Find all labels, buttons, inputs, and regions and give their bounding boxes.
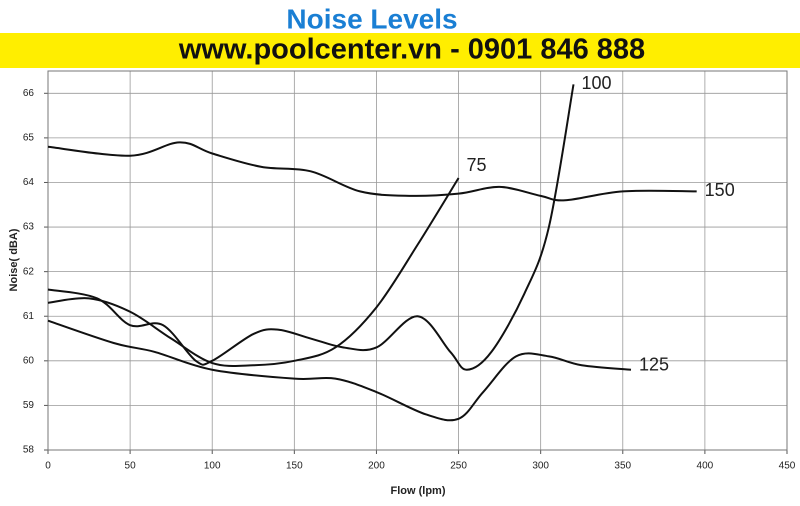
banner-text: www.poolcenter.vn - 0901 846 888 [178, 34, 645, 66]
series-line [47, 84, 575, 371]
y-tick-label: 61 [23, 311, 35, 322]
series-label: 75 [467, 155, 487, 175]
x-tick-label: 100 [204, 461, 221, 472]
x-axis-label: Flow (lpm) [391, 485, 446, 497]
y-tick-label: 66 [23, 88, 35, 99]
x-tick-label: 200 [368, 461, 385, 472]
banner [0, 33, 800, 68]
y-tick-label: 65 [23, 133, 35, 144]
y-axis-label: Noise( dBA) [8, 228, 20, 291]
series-line [47, 177, 460, 367]
y-tick-label: 64 [23, 177, 35, 188]
y-tick-label: 63 [23, 222, 35, 233]
series-line [47, 319, 632, 422]
series-label: 100 [582, 73, 612, 93]
x-tick-label: 150 [286, 461, 303, 472]
y-tick-label: 62 [23, 266, 35, 277]
x-tick-label: 450 [779, 461, 796, 472]
chart-title: Noise Levels [286, 3, 457, 34]
series-line [47, 141, 697, 202]
x-tick-label: 300 [532, 461, 549, 472]
series-label: 125 [639, 354, 669, 374]
y-tick-label: 58 [23, 445, 35, 456]
x-tick-label: 250 [450, 461, 467, 472]
x-tick-label: 400 [697, 461, 714, 472]
x-tick-label: 0 [45, 461, 51, 472]
y-tick-label: 60 [23, 355, 35, 366]
plot-frame [47, 70, 788, 451]
series-label: 150 [705, 180, 735, 200]
x-tick-label: 50 [125, 461, 137, 472]
x-tick-label: 350 [614, 461, 631, 472]
y-tick-label: 59 [23, 400, 35, 411]
